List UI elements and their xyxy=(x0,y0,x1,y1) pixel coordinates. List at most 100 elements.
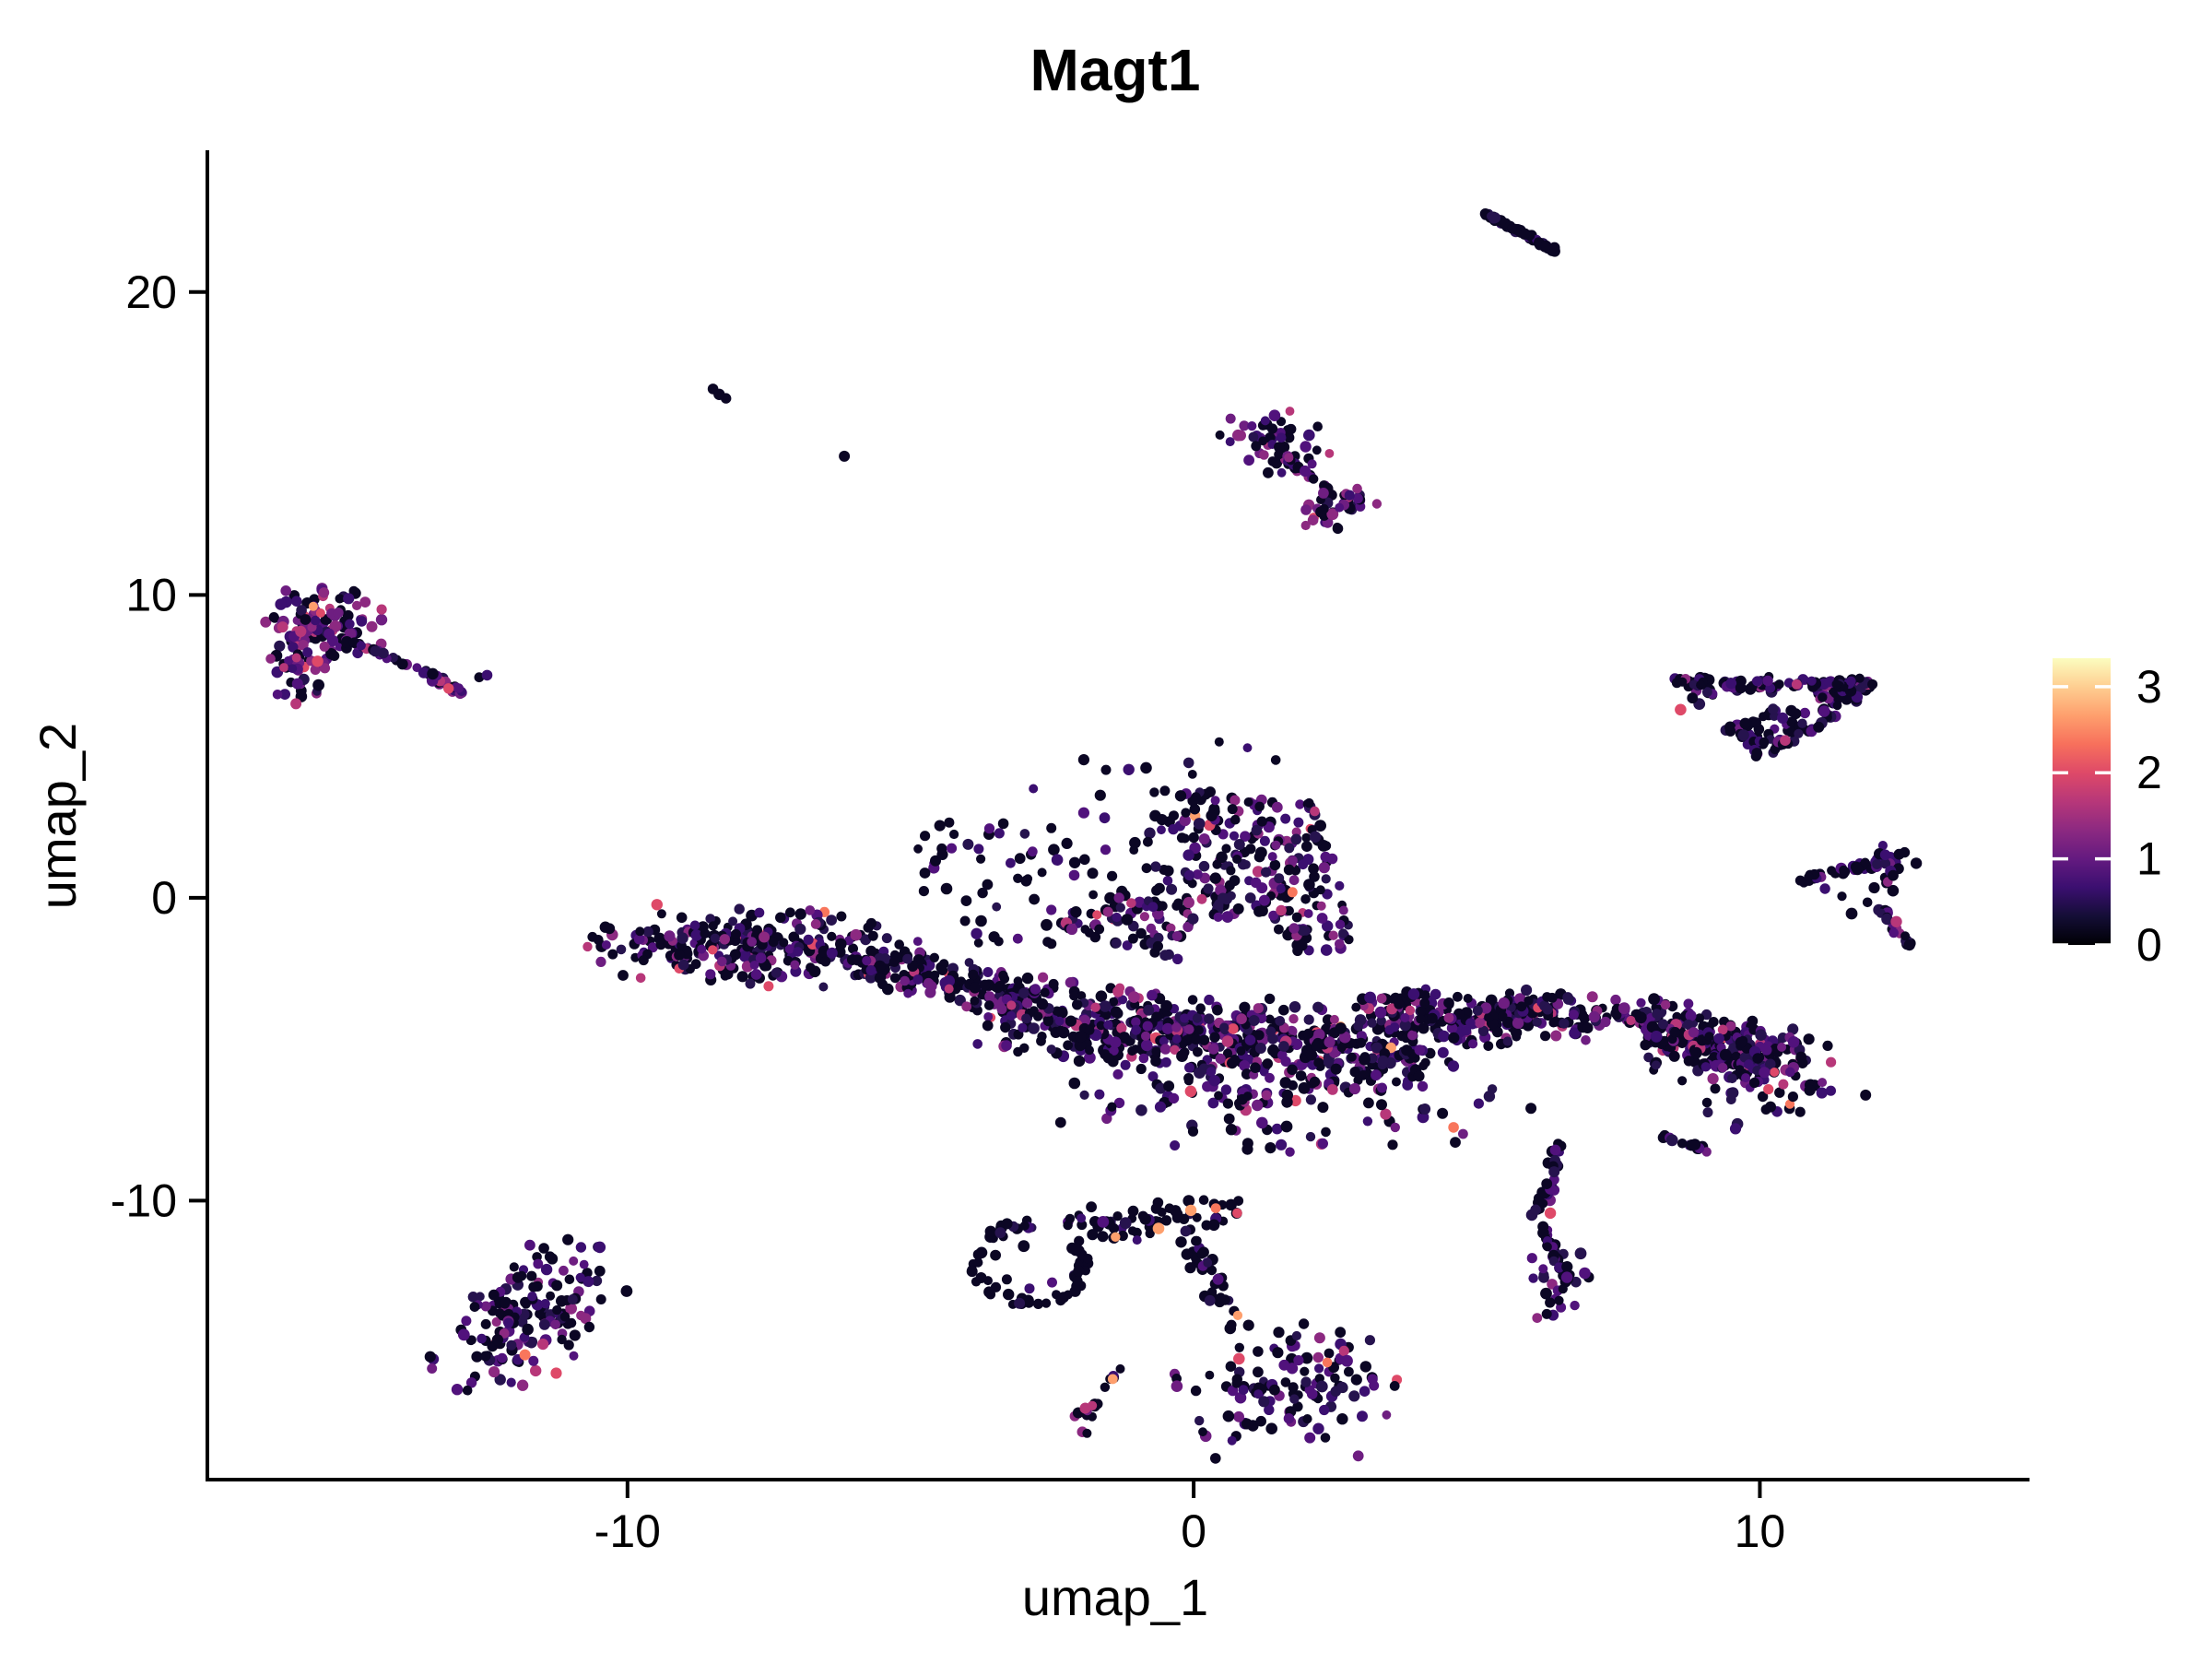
cell-point xyxy=(1300,465,1312,478)
cell-point xyxy=(1222,1410,1235,1422)
cell-point xyxy=(519,1349,531,1361)
cell-point xyxy=(1374,1006,1387,1019)
cell-point xyxy=(1818,1078,1828,1088)
cell-point xyxy=(1255,1415,1266,1427)
cell-point xyxy=(1231,1374,1243,1385)
cell-point xyxy=(1138,1053,1149,1064)
cell-point xyxy=(1293,1355,1304,1366)
cell-point xyxy=(1477,1025,1489,1037)
cell-point xyxy=(960,895,972,906)
cell-point xyxy=(1347,1052,1357,1062)
cell-point xyxy=(620,1285,633,1297)
cell-point xyxy=(1303,429,1315,442)
cell-point xyxy=(503,1317,514,1328)
cell-point xyxy=(1837,891,1847,902)
cell-point xyxy=(968,969,979,981)
cell-point xyxy=(1718,1062,1728,1073)
cell-point xyxy=(969,982,982,994)
cell-point xyxy=(343,593,355,605)
cell-point xyxy=(1184,1085,1197,1098)
cell-point xyxy=(1135,1063,1147,1075)
cell-point xyxy=(1787,1023,1799,1035)
cell-point xyxy=(827,931,837,941)
cell-point xyxy=(533,1258,544,1269)
cell-point xyxy=(1309,474,1319,484)
cell-point xyxy=(1159,1044,1171,1055)
cell-point xyxy=(1344,490,1355,501)
cell-point xyxy=(1166,923,1176,933)
cell-point xyxy=(594,1265,606,1277)
cell-point xyxy=(1427,1012,1438,1024)
cell-point xyxy=(1115,1363,1125,1374)
cell-point xyxy=(1348,1390,1360,1402)
y-axis-label: umap_2 xyxy=(29,723,87,909)
cell-point xyxy=(1232,1310,1243,1320)
cell-point xyxy=(528,1281,539,1292)
cell-point xyxy=(1253,1030,1265,1041)
cell-point xyxy=(1215,430,1225,440)
cell-point xyxy=(1141,1039,1153,1052)
cell-point xyxy=(1473,1098,1484,1109)
cell-point xyxy=(1300,504,1312,515)
cell-point xyxy=(300,614,312,625)
cell-point xyxy=(1198,833,1210,844)
cell-point xyxy=(894,939,904,950)
cell-point xyxy=(1251,441,1262,452)
cell-point xyxy=(302,647,313,658)
cell-point xyxy=(867,930,878,941)
cell-point xyxy=(1312,1001,1324,1013)
cell-point xyxy=(526,1270,537,1281)
cell-point xyxy=(1223,1113,1235,1125)
cell-point xyxy=(583,1321,595,1333)
cell-point xyxy=(1528,1273,1538,1283)
cell-point xyxy=(1209,1032,1220,1043)
cell-point xyxy=(1402,1080,1414,1091)
cell-point xyxy=(1794,1106,1806,1117)
cell-point xyxy=(985,1289,996,1300)
cell-point xyxy=(1046,1044,1056,1055)
cell-point xyxy=(920,831,931,842)
cell-point xyxy=(677,959,689,971)
cell-point xyxy=(1239,420,1250,431)
cell-point xyxy=(1548,1018,1559,1028)
colorbar-legend: 0 1 2 3 xyxy=(2053,658,2162,971)
cell-point xyxy=(1256,904,1268,917)
cell-point xyxy=(1296,939,1308,951)
cell-point xyxy=(1215,1053,1226,1064)
cell-point xyxy=(1755,1029,1767,1041)
cell-point xyxy=(970,996,980,1006)
cell-point xyxy=(1825,1085,1836,1096)
cell-point xyxy=(1040,987,1050,997)
cell-point xyxy=(980,979,991,991)
cell-point xyxy=(708,921,718,931)
cell-point xyxy=(268,612,279,622)
cell-point xyxy=(1152,940,1163,952)
cell-point xyxy=(1276,884,1286,894)
cell-point xyxy=(1188,832,1199,844)
cell-point xyxy=(1021,1013,1031,1023)
cell-point xyxy=(1860,857,1870,867)
cell-point xyxy=(1304,1432,1316,1444)
cell-point xyxy=(1252,1099,1264,1112)
cell-point xyxy=(1112,1068,1124,1080)
cell-point xyxy=(1206,809,1218,821)
cell-point xyxy=(1267,1044,1279,1056)
cell-point xyxy=(1320,944,1333,956)
cell-point xyxy=(647,942,658,953)
cell-point xyxy=(1677,1076,1688,1086)
cell-point xyxy=(1823,677,1834,688)
cell-point xyxy=(994,1227,1006,1239)
cell-point xyxy=(990,1249,1001,1261)
cell-point xyxy=(1087,867,1099,879)
cell-point xyxy=(284,655,294,666)
cell-point xyxy=(1401,1044,1413,1056)
cell-point xyxy=(1688,1027,1700,1038)
cell-point xyxy=(352,600,362,611)
cell-point xyxy=(1019,1043,1030,1054)
cell-point xyxy=(1113,892,1124,903)
cell-point xyxy=(1295,799,1305,809)
cell-point xyxy=(1219,1022,1230,1033)
cell-point xyxy=(633,933,645,945)
cell-point xyxy=(1284,453,1294,463)
cell-point xyxy=(1086,1201,1097,1213)
